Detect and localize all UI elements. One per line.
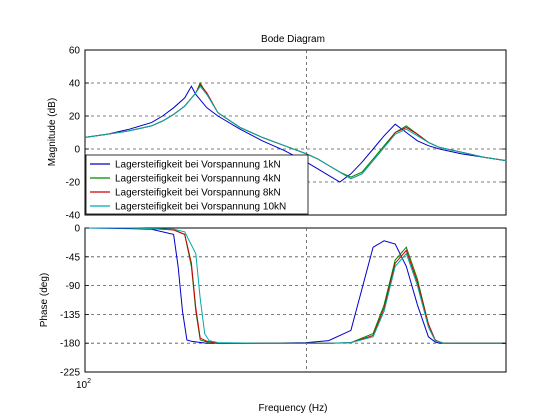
x-tick-base: 10 [76, 380, 88, 391]
phase-y-ticks: -225 -180 -135 -90 -45 0 [60, 224, 506, 379]
legend-entry-1: Lagersteifigkeit bei Vorspannung 1kN [115, 160, 281, 171]
phase-ylabel: Phase (deg) [39, 273, 50, 327]
magnitude-y-tick-label: 20 [69, 112, 81, 123]
phase-series [84, 227, 506, 344]
phase-series-line-4 [85, 227, 506, 344]
phase-y-tick-label: 0 [74, 224, 80, 235]
phase-series-line-1 [84, 227, 506, 344]
phase-axes-frame [84, 227, 507, 373]
magnitude-ylabel: Magnitude (dB) [47, 98, 58, 166]
legend-box [85, 154, 309, 215]
magnitude-y-tick-label: -20 [66, 178, 81, 189]
phase-y-tick-label: -90 [66, 281, 81, 292]
phase-y-tick-label: -225 [60, 368, 80, 379]
magnitude-y-tick-label: 40 [69, 79, 81, 90]
x-axis-label: Frequency (Hz) [259, 403, 328, 414]
x-tick-label: 102 [76, 378, 91, 391]
magnitude-y-tick-label: 0 [74, 145, 80, 156]
magnitude-series [84, 81, 507, 183]
legend: Lagersteifigkeit bei Vorspannung 1kN Lage… [85, 154, 309, 215]
phase-y-tick-label: -45 [66, 252, 81, 263]
magnitude-y-tick-label: 60 [69, 46, 81, 57]
magnitude-series-line-4 [84, 85, 507, 180]
legend-entry-4: Lagersteifigkeit bei Vorspannung 10kN [115, 202, 286, 213]
magnitude-y-tick-label: -40 [66, 211, 81, 222]
x-tick-exponent: 2 [87, 378, 91, 385]
phase-y-tick-label: -180 [60, 339, 80, 350]
legend-entry-3: Lagersteifigkeit bei Vorspannung 8kN [115, 188, 281, 199]
phase-panel: -225 -180 -135 -90 -45 0 Phase (deg) [39, 224, 507, 379]
chart-title: Bode Diagram [261, 34, 325, 45]
legend-entry-2: Lagersteifigkeit bei Vorspannung 4kN [115, 174, 281, 185]
magnitude-series-line-1 [84, 85, 507, 183]
phase-y-tick-label: -135 [60, 310, 80, 321]
